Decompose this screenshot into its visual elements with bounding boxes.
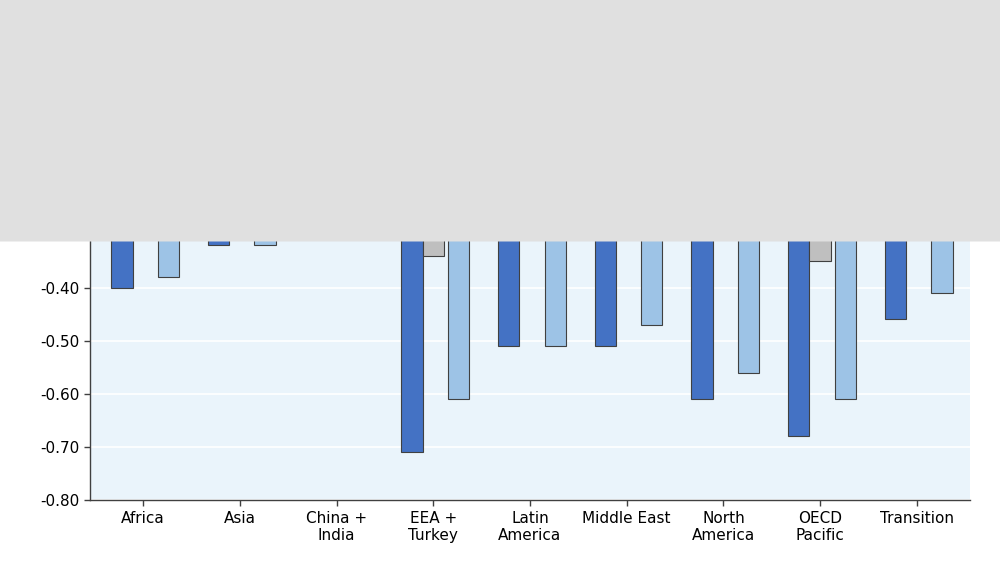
Legend: Policy Disruption, Technology Disruption, All Disruptions: Policy Disruption, Technology Disruption… [220, 0, 840, 19]
Bar [158, 75, 179, 277]
Bar [133, 75, 154, 170]
Bar [519, 75, 541, 197]
Bar [498, 75, 519, 346]
Bar [641, 75, 662, 325]
Bar [738, 75, 759, 373]
Bar [254, 75, 276, 245]
Bar [885, 75, 906, 320]
Bar [326, 75, 347, 144]
Bar [713, 75, 734, 213]
Bar [208, 75, 229, 245]
Bar [401, 75, 423, 453]
Bar [595, 75, 616, 346]
Bar [423, 75, 444, 255]
Bar [448, 75, 469, 399]
Bar [616, 75, 637, 208]
Bar [931, 75, 953, 293]
Bar [906, 75, 927, 176]
Bar [691, 75, 713, 399]
Bar [351, 75, 372, 218]
Bar [305, 75, 326, 218]
Bar [545, 75, 566, 346]
Bar [809, 75, 831, 261]
Bar [835, 75, 856, 399]
Bar [788, 75, 809, 436]
Bar [229, 75, 251, 144]
Bar [111, 75, 133, 288]
